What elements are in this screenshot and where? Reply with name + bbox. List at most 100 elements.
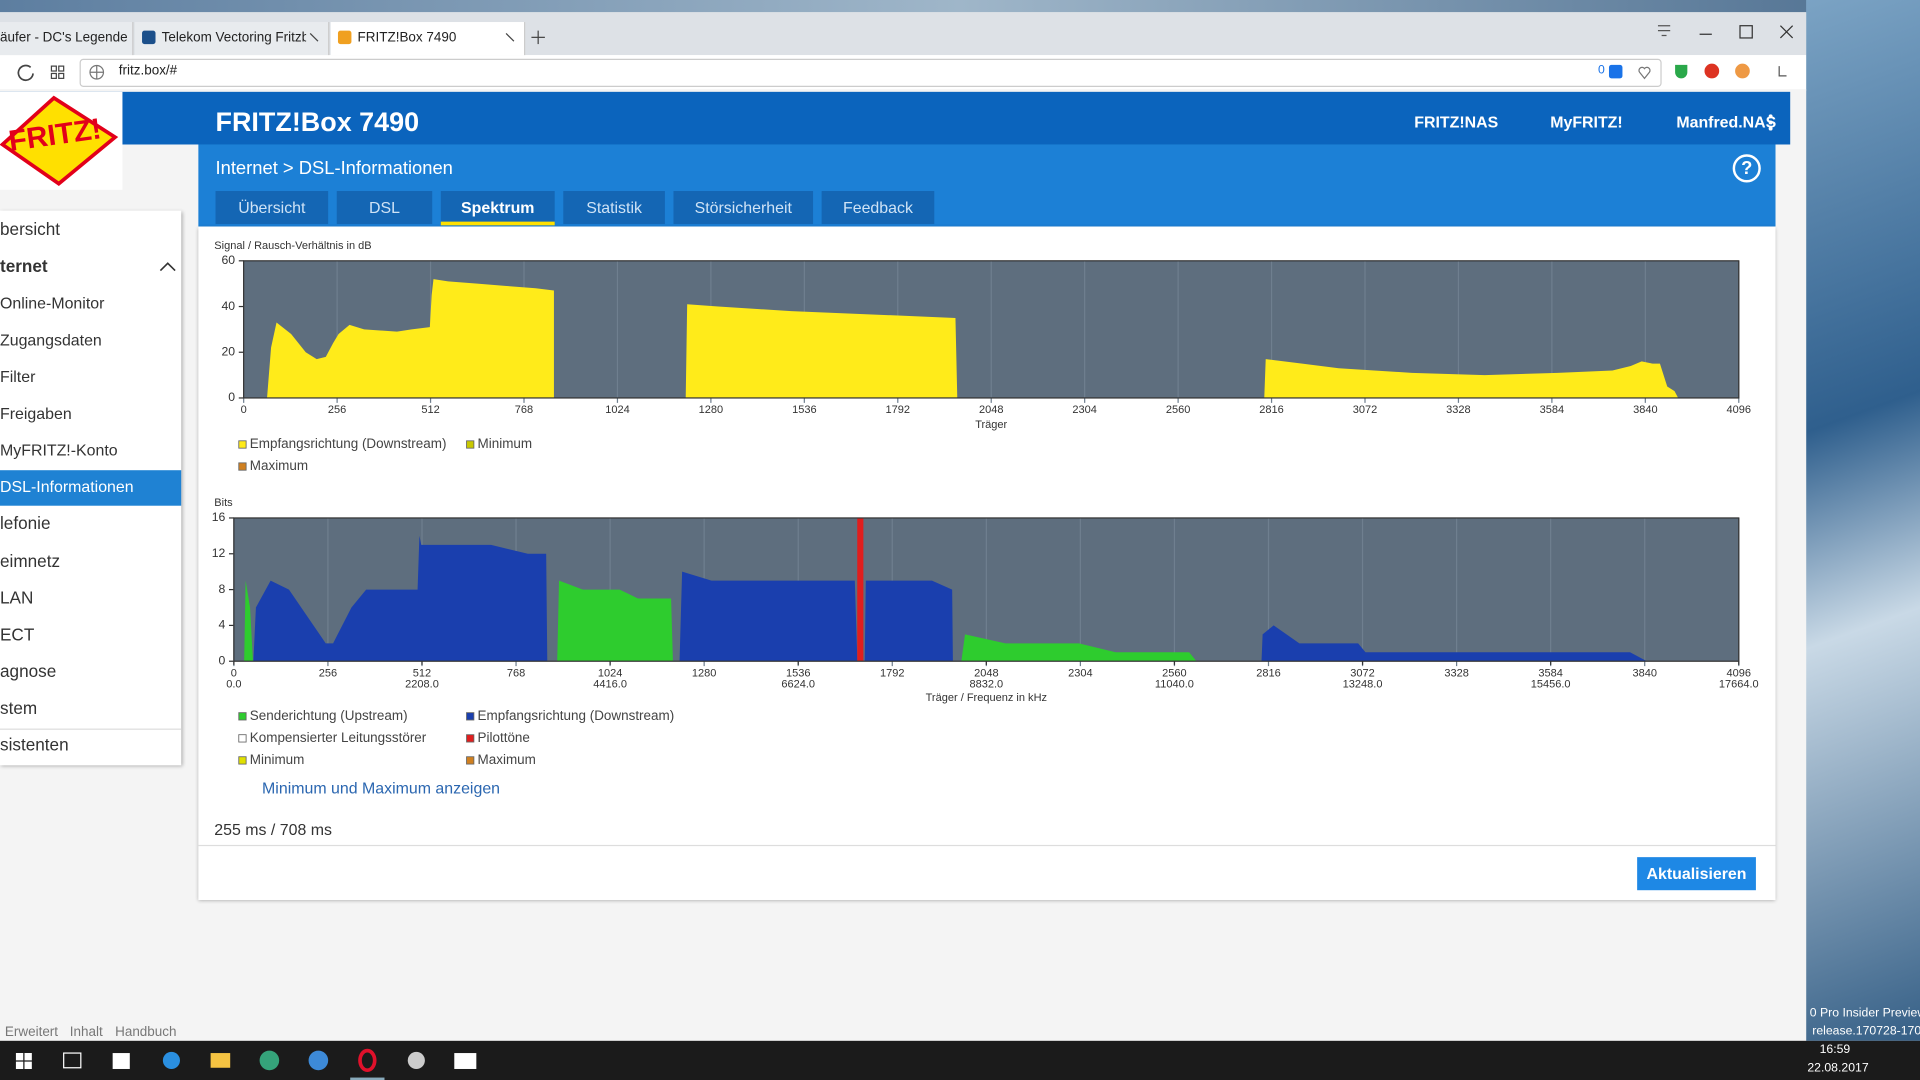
- shield[interactable]: [1675, 64, 1688, 79]
- task-view[interactable]: [63, 1052, 82, 1069]
- content-tab[interactable]: [563, 191, 665, 225]
- browser-tab[interactable]: [330, 22, 526, 56]
- nav-icons: [17, 64, 65, 82]
- content-tab-label: Übersicht: [238, 198, 306, 217]
- clock-time: 16:59: [1819, 1043, 1851, 1057]
- maximize[interactable]: [1739, 25, 1753, 39]
- x-tick-label: 1280: [692, 667, 717, 679]
- sidebar-item[interactable]: lefonie: [0, 513, 51, 533]
- legend-swatch: [238, 712, 247, 721]
- refresh-button[interactable]: Aktualisieren: [1637, 857, 1756, 891]
- x-tick-label: 2304: [1072, 404, 1097, 416]
- legend-swatch: [238, 734, 247, 743]
- ext-icon[interactable]: [1735, 63, 1750, 79]
- mail[interactable]: [454, 1053, 477, 1069]
- app-icon[interactable]: [407, 1051, 425, 1069]
- sidebar-item[interactable]: Zugangsdaten: [0, 330, 102, 349]
- watermark: 0 Pro Insider Preview: [1809, 1006, 1920, 1020]
- browser-tab[interactable]: [134, 22, 330, 56]
- legend-swatch: [466, 756, 475, 765]
- new-tab-v[interactable]: [537, 30, 539, 45]
- edge[interactable]: [162, 1051, 180, 1069]
- x-tick-label: 3840: [1633, 404, 1658, 416]
- explorer[interactable]: [210, 1053, 231, 1068]
- sidebar-item[interactable]: ternet: [0, 255, 48, 276]
- app-icon[interactable]: [259, 1050, 280, 1071]
- sidebar-item[interactable]: ECT: [0, 624, 35, 645]
- breadcrumb: Internet > DSL-Informationen: [215, 157, 453, 179]
- speed-dial-part: [50, 72, 57, 79]
- store[interactable]: [112, 1053, 130, 1069]
- sidebar-item[interactable]: sistenten: [0, 734, 69, 755]
- download[interactable]: [1778, 66, 1787, 77]
- y-tick-label: 20: [221, 344, 235, 358]
- sidebar-item[interactable]: stem: [0, 697, 38, 718]
- globe-icon: [89, 64, 105, 80]
- content-tab[interactable]: [215, 191, 329, 225]
- tab-title: äufer - DC's Legende: [0, 30, 128, 46]
- sidebar-item[interactable]: bersicht: [0, 219, 61, 239]
- x-tick-label: 2048: [979, 404, 1004, 416]
- sidebar-item[interactable]: MyFRITZ!-Konto: [0, 440, 118, 460]
- taskbar-icons: [15, 1048, 477, 1080]
- y-tick-label: 60: [221, 253, 235, 267]
- x-tick-label: 1792: [880, 667, 905, 679]
- legend-label: Maximum: [250, 458, 308, 473]
- speed-dial-part: [58, 72, 65, 79]
- url: fritz.box/#: [118, 63, 178, 79]
- content-tab[interactable]: [336, 191, 433, 225]
- sidebar-separator: [0, 728, 182, 730]
- url-field[interactable]: [79, 58, 1662, 87]
- latency: 255 ms / 708 ms: [214, 820, 332, 839]
- adblock[interactable]: [1704, 63, 1720, 79]
- sidebar-item[interactable]: LAN: [0, 587, 34, 608]
- footer-link[interactable]: Erweitert: [4, 1024, 59, 1040]
- legend-swatch: [238, 462, 247, 471]
- collapse-chevron[interactable]: [159, 261, 176, 273]
- help-button[interactable]: ?: [1732, 154, 1761, 183]
- tab-title: Telekom Vectoring Fritzbo: [161, 30, 307, 46]
- y-tick-label: 0: [218, 653, 225, 667]
- header-link[interactable]: MyFRITZ!: [1550, 112, 1623, 132]
- more-menu[interactable]: [1767, 113, 1774, 133]
- reload[interactable]: [17, 64, 34, 82]
- close[interactable]: [1779, 25, 1794, 39]
- speed-dial[interactable]: [50, 65, 57, 72]
- content-tab[interactable]: [673, 191, 814, 225]
- heart[interactable]: [1638, 66, 1651, 80]
- x-tick-label: 512: [421, 404, 439, 416]
- x-tick-label: 256: [319, 667, 337, 679]
- sidebar-item[interactable]: eimnetz: [0, 551, 61, 571]
- sidebar-item[interactable]: Freigaben: [0, 404, 72, 423]
- ext-icon[interactable]: [1608, 64, 1623, 79]
- legend-label: Empfangsrichtung (Downstream): [250, 436, 447, 451]
- spectrum-area: [267, 279, 1679, 398]
- sidebar-item[interactable]: agnose: [0, 661, 57, 681]
- browser-tab[interactable]: [0, 22, 134, 56]
- content-tab[interactable]: [440, 191, 555, 225]
- sidebar-item[interactable]: Filter: [0, 367, 36, 386]
- sidebar-item[interactable]: DSL-Informationen: [0, 477, 134, 496]
- start[interactable]: [15, 1053, 32, 1069]
- content-tab[interactable]: [821, 191, 935, 225]
- clock-date: 22.08.2017: [1807, 1061, 1869, 1076]
- badge: 0: [1597, 63, 1605, 78]
- x-tick-label: 4096: [1727, 404, 1752, 416]
- app-icon[interactable]: [308, 1050, 329, 1071]
- header-link[interactable]: Manfred.NAS: [1676, 112, 1777, 132]
- header-link[interactable]: FRITZ!NAS: [1414, 112, 1499, 132]
- watermark: release.170728-1700: [1812, 1024, 1920, 1039]
- x-axis-title: Träger / Frequenz in kHz: [926, 692, 1047, 704]
- footer-link[interactable]: Inhalt: [69, 1024, 103, 1040]
- x2-tick-label: 6624.0: [781, 678, 815, 690]
- min-max-link[interactable]: Minimum und Maximum anzeigen: [262, 778, 501, 798]
- sidebar-item[interactable]: Online-Monitor: [0, 293, 105, 313]
- content-tab-label: Statistik: [586, 198, 642, 217]
- legend-swatch: [466, 440, 475, 449]
- x-tick-label: 1792: [886, 404, 911, 416]
- footer-link[interactable]: Handbuch: [115, 1024, 177, 1040]
- menu-icon[interactable]: [1657, 25, 1671, 37]
- opera[interactable]: [358, 1048, 377, 1073]
